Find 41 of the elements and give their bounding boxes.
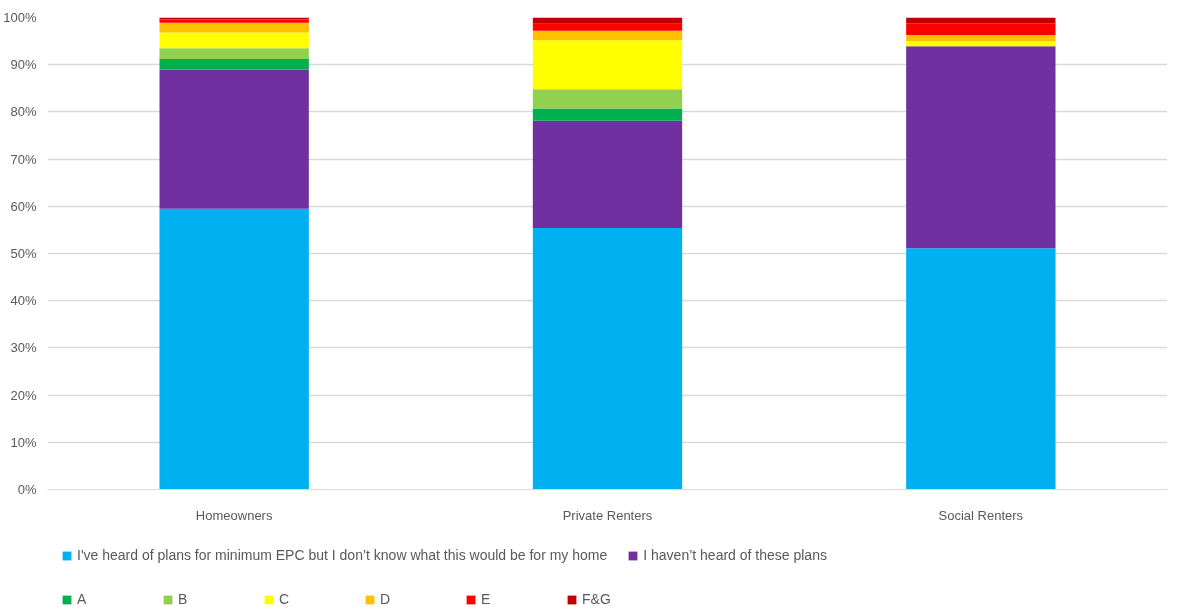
bar xyxy=(906,34,1056,42)
y-tick-label: 70% xyxy=(10,151,37,167)
bar xyxy=(532,108,683,121)
bar xyxy=(532,23,683,31)
bar xyxy=(532,228,683,490)
y-tick-label: 60% xyxy=(10,198,37,214)
bar xyxy=(906,41,1056,47)
bar xyxy=(532,120,683,229)
y-tick-label: 80% xyxy=(10,104,37,120)
legend-label: D xyxy=(380,591,392,607)
bar xyxy=(906,248,1056,490)
bar xyxy=(532,40,683,90)
y-tick-label: 40% xyxy=(10,293,37,309)
y-tick-label: 90% xyxy=(10,57,37,73)
legend-label: C xyxy=(279,591,291,607)
bar xyxy=(532,17,683,24)
bar xyxy=(159,32,309,49)
y-tick-label: 10% xyxy=(10,434,37,450)
bar xyxy=(532,89,683,109)
y-tick-label: 0% xyxy=(17,482,37,497)
legend-label: I've heard of plans for minimum EPC but I don’t know what this would be for my home xyxy=(77,547,608,563)
legend-label: B xyxy=(178,591,189,607)
legend-label: I haven’t heard of these plans xyxy=(643,547,827,563)
y-tick-label: 100% xyxy=(3,10,37,25)
legend-label: A xyxy=(77,591,88,607)
bar xyxy=(532,30,683,41)
bar xyxy=(159,208,309,490)
bar xyxy=(159,48,309,60)
y-tick-label: 30% xyxy=(10,340,37,356)
bar xyxy=(159,59,309,70)
x-tick-label: Private Renters xyxy=(562,507,653,523)
bar xyxy=(906,23,1056,35)
y-tick-label: 20% xyxy=(10,387,37,403)
legend-label: E xyxy=(481,591,492,607)
y-tick-label: 50% xyxy=(10,246,37,261)
bar xyxy=(906,46,1056,249)
legend-label: F&G xyxy=(582,591,612,607)
x-tick-label: Social Renters xyxy=(938,507,1024,523)
x-tick-label: Homeowners xyxy=(195,507,273,523)
bar xyxy=(159,22,309,33)
bar xyxy=(159,69,309,209)
